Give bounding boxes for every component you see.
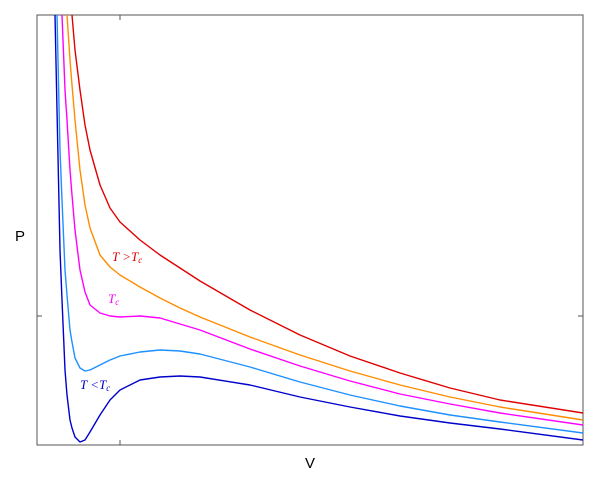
annotation: Tc — [108, 291, 119, 307]
annotation: T >Tc — [112, 249, 142, 265]
annotation-subscript: c — [106, 383, 110, 393]
x-axis-label: V — [305, 455, 315, 472]
annotation-subscript: c — [115, 297, 119, 307]
annotation-text: T — [108, 291, 116, 306]
y-axis-label: P — [15, 228, 25, 245]
annotation-subscript: c — [138, 255, 142, 265]
isotherm-line — [66, 15, 583, 421]
isotherm-line — [61, 15, 583, 426]
annotation-text: T >T — [112, 249, 139, 264]
plot-frame — [36, 14, 584, 446]
isotherm-line — [54, 15, 583, 443]
isotherm-line — [71, 15, 583, 414]
isotherm-line — [56, 15, 583, 434]
annotation: T <Tc — [80, 377, 110, 393]
annotation-text: T <T — [80, 377, 107, 392]
